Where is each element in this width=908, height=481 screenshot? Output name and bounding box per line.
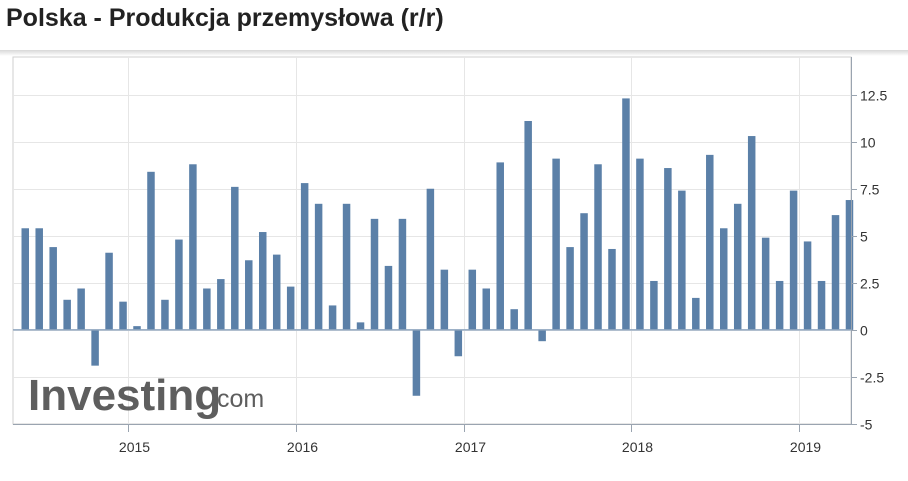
bar[interactable] <box>747 136 756 330</box>
x-tick-label: 2015 <box>119 439 150 455</box>
bar[interactable] <box>650 280 658 330</box>
bar[interactable] <box>440 269 449 330</box>
bar[interactable] <box>720 228 728 330</box>
bar[interactable] <box>356 322 365 330</box>
bar[interactable] <box>845 200 854 330</box>
x-tick-label: 2019 <box>790 439 821 455</box>
bar[interactable] <box>63 299 71 330</box>
bar[interactable] <box>664 168 672 330</box>
bar[interactable] <box>733 203 742 330</box>
bar[interactable] <box>119 301 127 330</box>
bar[interactable] <box>91 329 99 366</box>
bar[interactable] <box>580 213 588 330</box>
bar[interactable] <box>217 279 225 330</box>
bar[interactable] <box>538 329 546 342</box>
bars-layer <box>21 98 854 396</box>
bar[interactable] <box>594 164 602 330</box>
y-tick-label: 10 <box>860 135 876 151</box>
bar[interactable] <box>370 218 379 330</box>
bar[interactable] <box>105 252 113 330</box>
y-tick-label: 5 <box>860 229 868 245</box>
bar[interactable] <box>468 269 477 330</box>
bar[interactable] <box>21 228 30 330</box>
bar[interactable] <box>552 158 560 330</box>
bar[interactable] <box>398 218 407 330</box>
bar[interactable] <box>258 232 267 330</box>
investing-watermark: Investing .com <box>28 371 264 420</box>
y-tick-label: -2.5 <box>860 370 884 386</box>
bar[interactable] <box>608 248 616 330</box>
bar[interactable] <box>622 98 630 330</box>
title-divider <box>0 50 908 56</box>
bar[interactable] <box>510 309 518 330</box>
bar[interactable] <box>566 247 574 330</box>
y-tick-label: 0 <box>860 323 868 339</box>
y-tick-label: 2.5 <box>860 276 880 292</box>
bar[interactable] <box>203 288 211 330</box>
bar[interactable] <box>454 329 463 357</box>
y-tick-label: -5 <box>860 417 873 433</box>
x-tick-label: 2018 <box>622 439 653 455</box>
bar[interactable] <box>482 288 491 330</box>
bar[interactable] <box>49 247 57 330</box>
bar[interactable] <box>314 203 323 330</box>
bar[interactable] <box>789 190 798 330</box>
watermark-suffix: .com <box>210 385 264 413</box>
bar[interactable] <box>692 297 700 330</box>
bar[interactable] <box>35 228 43 330</box>
bar[interactable] <box>706 154 714 330</box>
bar[interactable] <box>245 260 253 330</box>
bar[interactable] <box>286 286 295 330</box>
bar[interactable] <box>524 120 532 330</box>
bar[interactable] <box>175 239 183 330</box>
axis-layer: -5 -2.5 0 2.5 5 7.5 10 12.5 2015 2016 2017 2018 2019 <box>13 57 887 455</box>
bar[interactable] <box>231 186 239 330</box>
x-tick-label: 2016 <box>287 439 318 455</box>
bar[interactable] <box>636 158 644 330</box>
watermark-brand: Investing <box>28 371 221 420</box>
page-title: Polska - Produkcja przemysłowa (r/r) <box>6 4 444 32</box>
bar[interactable] <box>342 203 351 330</box>
y-tick-label: 7.5 <box>860 182 880 198</box>
bar[interactable] <box>133 326 141 330</box>
bar[interactable] <box>775 280 784 330</box>
bar[interactable] <box>328 305 337 330</box>
bar[interactable] <box>496 162 504 330</box>
bar[interactable] <box>761 237 770 330</box>
bar[interactable] <box>300 183 309 330</box>
bar[interactable] <box>147 171 155 330</box>
x-tick-label: 2017 <box>455 439 486 455</box>
bar[interactable] <box>831 215 840 330</box>
bar[interactable] <box>77 288 85 330</box>
bar[interactable] <box>803 241 812 330</box>
bar[interactable] <box>678 190 686 330</box>
bar[interactable] <box>189 164 197 330</box>
bar[interactable] <box>161 299 169 330</box>
bar[interactable] <box>412 329 421 396</box>
y-tick-label: 12.5 <box>860 88 887 104</box>
bar[interactable] <box>426 188 435 330</box>
bar[interactable] <box>384 265 393 330</box>
bar[interactable] <box>817 280 826 330</box>
bar[interactable] <box>272 254 281 330</box>
